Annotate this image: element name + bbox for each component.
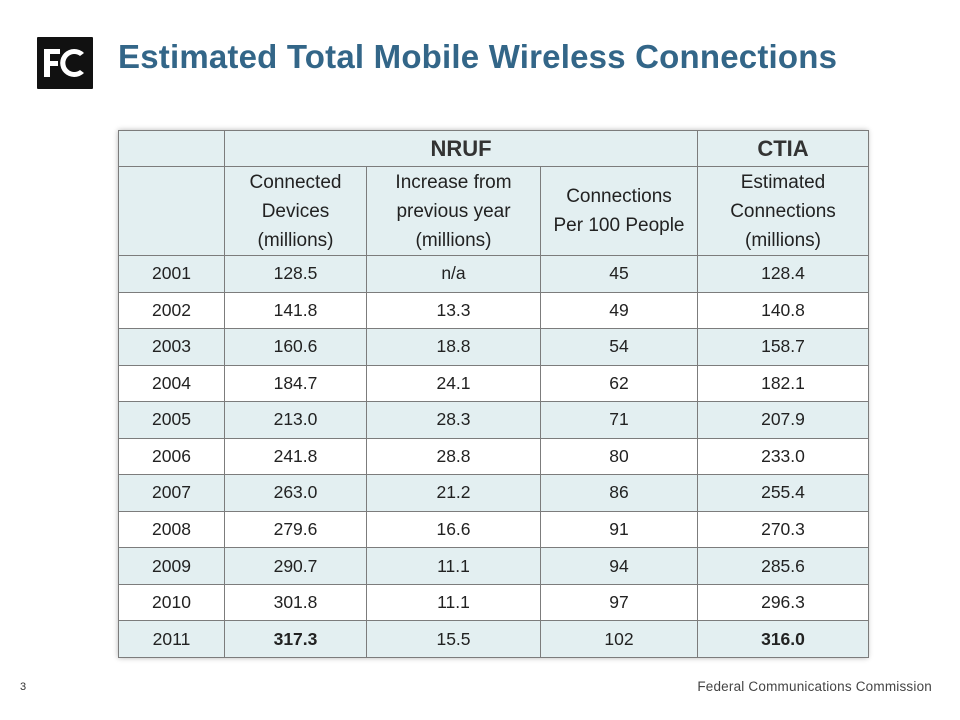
- per-100-cell: 62: [540, 364, 698, 403]
- year-cell: 2007: [118, 474, 225, 512]
- fcc-logo: [37, 37, 93, 89]
- increase-cell: 21.2: [366, 474, 541, 512]
- per-100-cell: 102: [540, 620, 698, 658]
- connected-devices-cell: 317.3: [224, 620, 367, 658]
- ctia-estimate-cell: 182.1: [697, 364, 869, 403]
- column-header-increase: Increase from previous year (millions): [366, 166, 541, 256]
- increase-cell: 28.8: [366, 437, 541, 476]
- column-header-connected-devices: Connected Devices (millions): [224, 166, 367, 256]
- connections-table-container: NRUF CTIA Connected Devices (millions) I…: [118, 130, 869, 658]
- year-cell: 2001: [118, 255, 225, 293]
- year-cell: 2005: [118, 401, 225, 439]
- year-cell: 2011: [118, 620, 225, 658]
- table-row: 2006 241.8 28.8 80 233.0: [118, 437, 869, 476]
- increase-cell: n/a: [366, 255, 541, 293]
- table-row: 2007 263.0 21.2 86 255.4: [118, 474, 869, 512]
- per-100-cell: 71: [540, 401, 698, 439]
- connected-devices-cell: 213.0: [224, 401, 367, 439]
- per-100-cell: 97: [540, 583, 698, 622]
- connected-devices-cell: 279.6: [224, 510, 367, 549]
- ctia-estimate-cell: 140.8: [697, 291, 869, 330]
- increase-cell: 28.3: [366, 401, 541, 439]
- per-100-cell: 45: [540, 255, 698, 293]
- per-100-cell: 91: [540, 510, 698, 549]
- connected-devices-cell: 160.6: [224, 328, 367, 366]
- per-100-cell: 54: [540, 328, 698, 366]
- header-line: Per 100 People: [553, 215, 685, 236]
- table-row: 2002 141.8 13.3 49 140.8: [118, 291, 869, 330]
- header-line: (millions): [745, 229, 821, 251]
- connected-devices-cell: 301.8: [224, 583, 367, 622]
- connected-devices-cell: 141.8: [224, 291, 367, 330]
- header-line: Connections: [730, 200, 836, 222]
- ctia-estimate-cell: 316.0: [697, 620, 869, 658]
- ctia-estimate-cell: 285.6: [697, 547, 869, 585]
- header-line: Devices: [261, 200, 330, 222]
- per-100-cell: 86: [540, 474, 698, 512]
- table-row: 2001 128.5 n/a 45 128.4: [118, 255, 869, 293]
- year-cell: 2009: [118, 547, 225, 585]
- header-line: Increase from: [395, 171, 512, 193]
- ctia-estimate-cell: 233.0: [697, 437, 869, 476]
- year-header-cell: [118, 166, 225, 256]
- year-cell: 2006: [118, 437, 225, 476]
- connected-devices-cell: 184.7: [224, 364, 367, 403]
- increase-cell: 16.6: [366, 510, 541, 549]
- per-100-cell: 94: [540, 547, 698, 585]
- corner-cell: [118, 130, 225, 167]
- ctia-estimate-cell: 128.4: [697, 255, 869, 293]
- table-body: 2001 128.5 n/a 45 128.4 2002 141.8 13.3 …: [118, 255, 869, 658]
- table-row: 2005 213.0 28.3 71 207.9: [118, 401, 869, 439]
- table-row: 2009 290.7 11.1 94 285.6: [118, 547, 869, 585]
- footer-agency-name: Federal Communications Commission: [697, 679, 932, 694]
- ctia-estimate-cell: 296.3: [697, 583, 869, 622]
- group-header-row: NRUF CTIA: [118, 130, 869, 167]
- column-header-row: Connected Devices (millions) Increase fr…: [118, 166, 869, 256]
- ctia-estimate-cell: 158.7: [697, 328, 869, 366]
- column-header-per-100: Connections Per 100 People: [540, 166, 698, 256]
- table-row: 2004 184.7 24.1 62 182.1: [118, 364, 869, 403]
- increase-cell: 11.1: [366, 547, 541, 585]
- per-100-cell: 80: [540, 437, 698, 476]
- increase-cell: 13.3: [366, 291, 541, 330]
- year-cell: 2004: [118, 364, 225, 403]
- connected-devices-cell: 241.8: [224, 437, 367, 476]
- connected-devices-cell: 263.0: [224, 474, 367, 512]
- slide-title: Estimated Total Mobile Wireless Connecti…: [118, 38, 838, 75]
- table-row: 2010 301.8 11.1 97 296.3: [118, 583, 869, 622]
- year-cell: 2010: [118, 583, 225, 622]
- connected-devices-cell: 128.5: [224, 255, 367, 293]
- connected-devices-cell: 290.7: [224, 547, 367, 585]
- header-line: Connections: [566, 186, 672, 207]
- per-100-cell: 49: [540, 291, 698, 330]
- ctia-estimate-cell: 207.9: [697, 401, 869, 439]
- ctia-estimate-cell: 255.4: [697, 474, 869, 512]
- increase-cell: 11.1: [366, 583, 541, 622]
- connections-table: NRUF CTIA Connected Devices (millions) I…: [118, 130, 869, 658]
- increase-cell: 15.5: [366, 620, 541, 658]
- fcc-logo-icon: [44, 49, 84, 77]
- header-line: (millions): [415, 229, 492, 251]
- header-line: Connected: [249, 171, 342, 193]
- header-line: previous year: [396, 200, 511, 222]
- year-cell: 2008: [118, 510, 225, 549]
- year-cell: 2002: [118, 291, 225, 330]
- increase-cell: 18.8: [366, 328, 541, 366]
- page-number: 3: [20, 681, 27, 693]
- header-line: (millions): [257, 229, 334, 251]
- year-cell: 2003: [118, 328, 225, 366]
- group-header-ctia: CTIA: [697, 130, 869, 167]
- ctia-estimate-cell: 270.3: [697, 510, 869, 549]
- header-line: Estimated: [740, 171, 826, 193]
- column-header-estimated-connections: Estimated Connections (millions): [697, 166, 869, 256]
- table-row: 2011 317.3 15.5 102 316.0: [118, 620, 869, 658]
- group-header-nruf: NRUF: [224, 130, 698, 167]
- increase-cell: 24.1: [366, 364, 541, 403]
- table-row: 2008 279.6 16.6 91 270.3: [118, 510, 869, 549]
- table-row: 2003 160.6 18.8 54 158.7: [118, 328, 869, 366]
